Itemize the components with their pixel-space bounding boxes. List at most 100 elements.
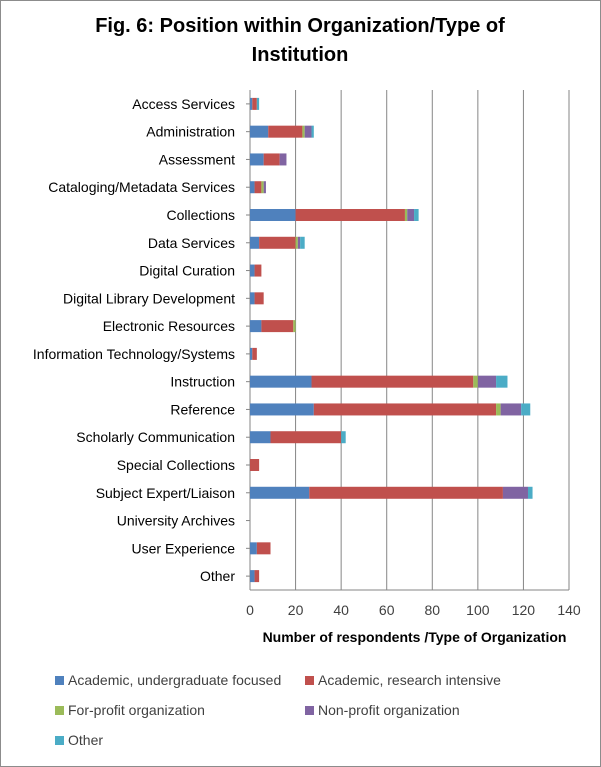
- bar-segment: [250, 375, 312, 388]
- category-label: Assessment: [159, 151, 235, 167]
- bar-segment: [496, 403, 501, 416]
- bar-segment: [477, 375, 497, 388]
- bar-segment: [259, 236, 296, 249]
- legend-label: Other: [68, 732, 104, 748]
- category-label: Instruction: [170, 374, 235, 390]
- legend-item: Non-profit organization: [305, 702, 460, 718]
- bar-segment: [250, 125, 269, 138]
- bar-segment: [261, 320, 294, 333]
- category-label: Cataloging/Metadata Services: [48, 179, 235, 195]
- bar-segment: [254, 181, 262, 194]
- category-label: Other: [200, 568, 235, 584]
- bar-segment: [496, 375, 508, 388]
- category-label: Information Technology/Systems: [33, 346, 235, 362]
- bar-segment: [414, 209, 419, 221]
- bar-segment: [250, 459, 260, 471]
- bar-segment: [254, 570, 260, 583]
- bar-segment: [304, 125, 312, 138]
- legend-swatch: [55, 675, 64, 685]
- x-tick-label: 140: [557, 602, 581, 618]
- bar-segment: [252, 97, 257, 110]
- category-label: Subject Expert/Liaison: [96, 485, 235, 501]
- x-axis-title: Number of respondents /Type of Organizat…: [263, 629, 567, 645]
- bar-segment: [473, 375, 478, 388]
- bar-segment: [302, 125, 305, 138]
- bar-segment: [250, 264, 255, 277]
- category-label: User Experience: [132, 540, 236, 556]
- bar-segment: [309, 486, 503, 499]
- bar-segment: [250, 292, 255, 305]
- bar-segment: [250, 347, 253, 360]
- bar-segment: [297, 236, 301, 249]
- bar-segment: [250, 431, 271, 444]
- x-tick-label: 20: [288, 602, 304, 618]
- x-tick-label: 100: [466, 602, 490, 618]
- bar-segment: [295, 209, 405, 221]
- category-label: University Archives: [117, 513, 235, 529]
- legend-label: Non-profit organization: [318, 702, 460, 718]
- bar-segment: [261, 181, 264, 194]
- category-label: Collections: [167, 207, 235, 223]
- bar-segment: [279, 153, 287, 166]
- category-label: Scholarly Communication: [76, 429, 235, 445]
- x-tick-label: 40: [333, 602, 349, 618]
- bar-segment: [263, 181, 266, 194]
- bar-segment: [521, 403, 531, 416]
- bar-segment: [404, 209, 408, 221]
- bar-segment: [250, 97, 253, 110]
- bar-segment: [268, 125, 303, 138]
- bar-segment: [407, 209, 415, 221]
- bar-segment: [250, 320, 262, 333]
- legend-item: Academic, undergraduate focused: [55, 672, 281, 688]
- bar-segment: [293, 320, 296, 333]
- bar-segment: [254, 292, 264, 305]
- bar-segment: [263, 153, 280, 166]
- x-tick-label: 120: [512, 602, 536, 618]
- bar-segment: [250, 486, 310, 499]
- bar-segment: [256, 542, 271, 555]
- legend-swatch: [305, 675, 314, 685]
- legend-label: Academic, undergraduate focused: [68, 672, 282, 688]
- bar-segment: [250, 236, 260, 249]
- legend-swatch: [55, 705, 64, 715]
- bar-segment: [500, 403, 522, 416]
- bar-segment: [295, 236, 298, 249]
- x-tick-label: 60: [379, 602, 395, 618]
- category-label: Administration: [146, 124, 235, 140]
- bar-segment: [254, 264, 262, 277]
- category-label: Access Services: [132, 96, 235, 112]
- category-label: Data Services: [148, 235, 235, 251]
- legend-item: Academic, research intensive: [305, 672, 501, 688]
- bar-segment: [250, 570, 255, 583]
- category-label: Digital Library Development: [63, 290, 235, 306]
- bar-segment: [250, 542, 257, 555]
- legend-swatch: [55, 735, 64, 745]
- bar-segment: [252, 347, 257, 360]
- bar-segment: [502, 486, 528, 499]
- bar-segment: [311, 125, 314, 138]
- bar-segment: [250, 403, 314, 416]
- category-label: Reference: [170, 401, 235, 417]
- x-tick-label: 80: [424, 602, 440, 618]
- x-tick-label: 0: [246, 602, 254, 618]
- category-label: Electronic Resources: [103, 318, 235, 334]
- bar-segment: [256, 97, 260, 110]
- category-label: Special Collections: [117, 457, 235, 473]
- bar-segment: [527, 486, 533, 499]
- bar-segment: [313, 403, 497, 416]
- bar-segment: [270, 431, 342, 444]
- legend-label: For-profit organization: [68, 702, 205, 718]
- bar-segment: [250, 181, 255, 194]
- bar-segment: [250, 153, 264, 166]
- legend-item: For-profit organization: [55, 702, 205, 718]
- category-label: Digital Curation: [139, 263, 235, 279]
- bar-segment: [250, 209, 296, 221]
- legend-item: Other: [55, 732, 103, 748]
- chart-title: Fig. 6: Position within Organization/Typ…: [95, 15, 505, 66]
- bar-segment: [300, 236, 305, 249]
- legend-label: Academic, research intensive: [318, 672, 501, 688]
- chart-legend: Academic, undergraduate focused Academic,…: [55, 672, 585, 762]
- bar-segment: [311, 375, 474, 388]
- bar-segment: [341, 431, 346, 444]
